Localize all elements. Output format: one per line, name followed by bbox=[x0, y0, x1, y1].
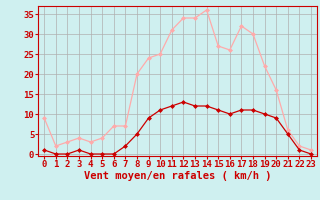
X-axis label: Vent moyen/en rafales ( km/h ): Vent moyen/en rafales ( km/h ) bbox=[84, 171, 271, 181]
